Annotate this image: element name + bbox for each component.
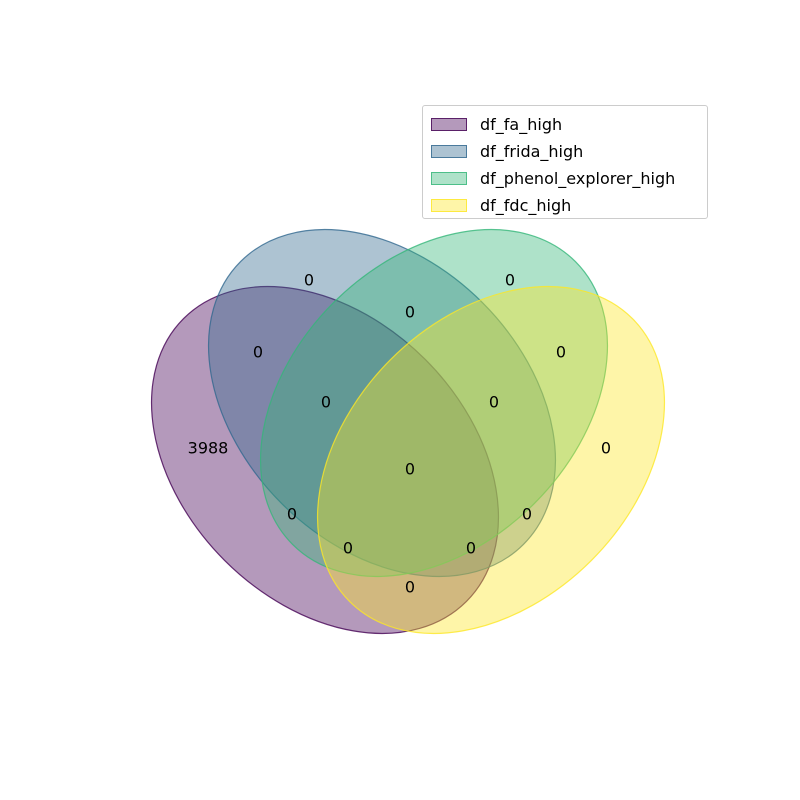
- region-label-phenol-fdc: 0: [556, 343, 566, 362]
- ellipse-df-fdc-high: [316, 285, 666, 635]
- region-label-frida-phenol: 0: [405, 303, 415, 322]
- legend-label: df_frida_high: [480, 142, 584, 161]
- legend-swatch: [431, 172, 467, 185]
- region-label-fdc-only: 0: [601, 439, 611, 458]
- region-label-frida-phenol-fdc: 0: [489, 393, 499, 412]
- legend-item-df-fdc-high: df_fdc_high: [431, 192, 699, 219]
- region-label-fa-phenol: 0: [287, 505, 297, 524]
- legend-item-df-phenol-explorer-high: df_phenol_explorer_high: [431, 165, 699, 192]
- legend-swatch: [431, 118, 467, 131]
- region-label-fa-frida-fdc: 0: [466, 539, 476, 558]
- region-label-all-four: 0: [405, 460, 415, 479]
- ellipse-df-frida-high: [207, 228, 557, 578]
- legend-label: df_fdc_high: [480, 196, 572, 215]
- legend-item-df-frida-high: df_frida_high: [431, 138, 699, 165]
- region-label-fa-phenol-fdc: 0: [343, 539, 353, 558]
- region-label-fa-frida-phenol: 0: [321, 393, 331, 412]
- region-label-fa-only: 3988: [188, 439, 229, 458]
- legend: df_fa_high df_frida_high df_phenol_explo…: [422, 105, 708, 219]
- region-label-frida-fdc: 0: [522, 505, 532, 524]
- legend-swatch: [431, 199, 467, 212]
- legend-label: df_fa_high: [480, 115, 563, 134]
- legend-label: df_phenol_explorer_high: [480, 169, 676, 188]
- ellipse-df-fa-high: [150, 285, 500, 635]
- region-label-frida-only: 0: [304, 271, 314, 290]
- region-label-fa-frida: 0: [253, 343, 263, 362]
- region-label-phenol-only: 0: [505, 271, 515, 290]
- region-label-fa-fdc: 0: [405, 578, 415, 597]
- legend-swatch: [431, 145, 467, 158]
- legend-item-df-fa-high: df_fa_high: [431, 111, 699, 138]
- ellipse-df-phenol-explorer-high: [259, 228, 609, 578]
